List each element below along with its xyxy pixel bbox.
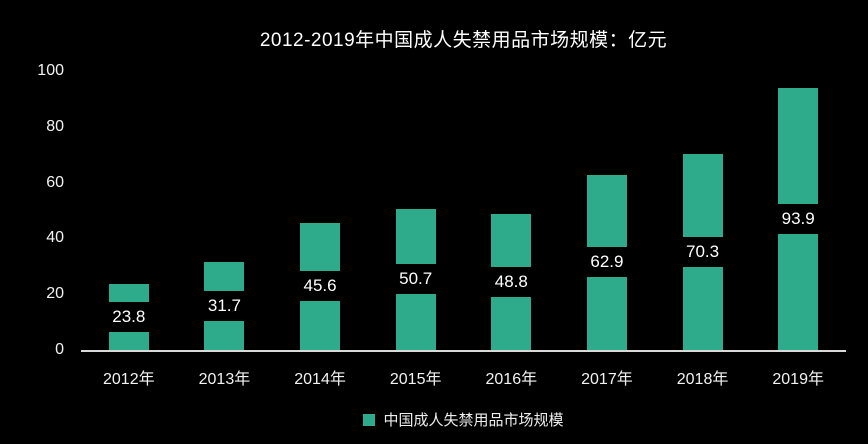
x-axis-labels: 2012年 2013年 2014年 2015年 2016年 2017年 2018年 2019年 [81, 350, 846, 389]
bar-column: 93.9 [750, 73, 846, 350]
y-axis-tick-label: 80 [46, 117, 64, 135]
bar-column: 23.8 [81, 73, 177, 350]
bar-value-label: 45.6 [300, 271, 341, 302]
bar-column: 50.7 [368, 73, 464, 350]
x-axis-tick-label: 2012年 [103, 371, 155, 388]
bar-column: 31.7 [177, 73, 273, 350]
y-axis-tick-label: 60 [46, 173, 64, 191]
chart-title: 2012-2019年中国成人失禁用品市场规模：亿元 [259, 30, 668, 51]
x-axis-tick-label: 2016年 [485, 371, 538, 388]
plot-area: 0 20 40 60 80 100 23.8 31.7 45.6 50.7 48.8 62.9 70.… [37, 62, 846, 388]
bar-value-label: 70.3 [682, 236, 723, 267]
bars-container: 23.8 31.7 45.6 50.7 48.8 62.9 70.3 93.9 [81, 73, 846, 350]
x-axis-tick-label: 2013年 [198, 371, 251, 388]
bar: 48.8 [491, 213, 532, 350]
bar: 50.7 [395, 208, 436, 350]
bar-column: 48.8 [464, 73, 560, 350]
bar-column: 45.6 [272, 73, 368, 350]
x-axis-tick-label: 2019年 [772, 371, 824, 388]
y-axis-labels: 0 20 40 60 80 100 [37, 62, 846, 358]
bar: 93.9 [778, 88, 819, 350]
bar-value-label: 48.8 [491, 266, 532, 297]
bar: 23.8 [108, 283, 149, 350]
bar-column: 70.3 [655, 73, 751, 350]
bar-value-label: 50.7 [395, 264, 436, 295]
y-axis-tick-label: 100 [37, 62, 64, 79]
x-axis-tick-label: 2014年 [294, 371, 346, 388]
legend-label: 中国成人失禁用品市场规模 [383, 412, 564, 429]
x-axis-tick-label: 2015年 [389, 371, 442, 388]
bar: 62.9 [586, 174, 627, 350]
y-axis-tick-label: 40 [46, 229, 64, 247]
bar: 45.6 [300, 222, 341, 350]
x-axis-tick-label: 2018年 [676, 371, 729, 388]
bar-value-label: 93.9 [778, 204, 819, 235]
legend-swatch-icon [363, 413, 376, 426]
bar: 31.7 [204, 261, 245, 350]
bar: 70.3 [682, 153, 723, 350]
bar-value-label: 23.8 [108, 301, 149, 332]
y-axis-tick-label: 0 [55, 341, 64, 358]
legend: 中国成人失禁用品市场规模 [81, 409, 846, 430]
x-axis-tick-label: 2017年 [581, 371, 633, 388]
bar-column: 62.9 [559, 73, 655, 350]
y-axis-tick-label: 20 [46, 285, 64, 303]
bar-value-label: 62.9 [586, 247, 627, 278]
bar-value-label: 31.7 [204, 290, 245, 321]
